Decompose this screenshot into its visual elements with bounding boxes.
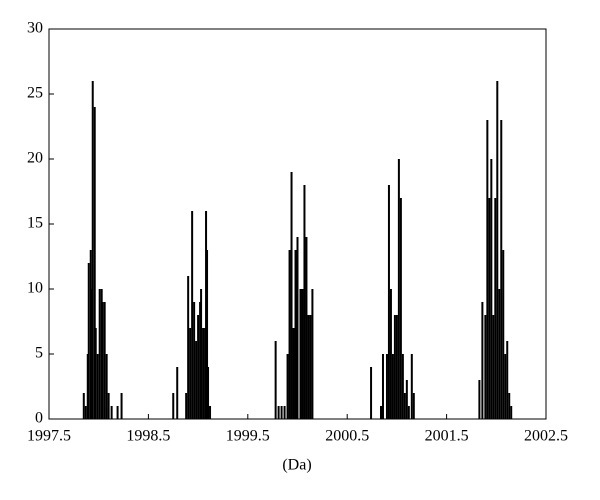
y-tick-label: 30 (27, 20, 43, 37)
bar (283, 406, 286, 419)
bar (176, 367, 179, 419)
bar (403, 393, 406, 419)
bar (496, 81, 499, 419)
bar (311, 289, 314, 419)
y-tick-label: 0 (35, 410, 43, 427)
bar (405, 380, 408, 419)
bar (197, 315, 200, 419)
bar (307, 315, 310, 419)
bar (101, 302, 104, 419)
bar (191, 211, 194, 419)
bar (508, 393, 511, 419)
bar (385, 354, 388, 419)
bar (91, 81, 94, 419)
bar (202, 328, 205, 419)
bar (393, 315, 396, 419)
bar (494, 198, 497, 419)
bar (189, 328, 192, 419)
bar (82, 393, 85, 419)
y-tick-label: 10 (27, 280, 43, 297)
bar (391, 354, 394, 419)
bar (288, 250, 291, 419)
bar (387, 185, 390, 419)
y-tick-label: 25 (27, 85, 43, 102)
bar (303, 185, 306, 419)
bar (410, 354, 413, 419)
bar (96, 354, 99, 419)
bar (200, 289, 203, 419)
bar (301, 289, 304, 419)
bar (305, 237, 308, 419)
bar (399, 198, 402, 419)
bar (185, 393, 188, 419)
bar (120, 393, 123, 419)
bar (280, 406, 283, 419)
bar (93, 107, 96, 419)
bar (296, 237, 299, 419)
bar (510, 406, 513, 419)
bar (87, 263, 90, 419)
bar (412, 393, 415, 419)
bar (107, 393, 110, 419)
bar (395, 315, 398, 419)
x-tick-label: 2000.5 (325, 428, 369, 445)
bar (274, 341, 277, 419)
bar (84, 406, 87, 419)
bar (401, 354, 404, 419)
x-axis-label: (Da) (282, 457, 311, 474)
bar (486, 120, 489, 419)
x-tick-label: 1997.5 (27, 428, 71, 445)
bar (103, 302, 106, 419)
bar (110, 406, 113, 419)
bar (504, 354, 507, 419)
bar (309, 315, 312, 419)
x-tick-label: 1998.5 (126, 428, 170, 445)
bar (98, 289, 101, 419)
bar (488, 198, 491, 419)
bar (389, 289, 392, 419)
bar (484, 315, 487, 419)
bar (277, 406, 280, 419)
y-tick-label: 15 (27, 215, 43, 232)
bar (94, 328, 97, 419)
bar (478, 380, 481, 419)
bar (502, 250, 505, 419)
bar (172, 393, 175, 419)
bar (490, 159, 493, 419)
bar (207, 367, 210, 419)
bar (381, 354, 384, 419)
bar (209, 406, 212, 419)
bar (498, 289, 501, 419)
bar (294, 250, 297, 419)
x-tick-label: 2001.5 (425, 428, 469, 445)
bar (370, 367, 373, 419)
bar (105, 354, 108, 419)
bar (500, 120, 503, 419)
bar (299, 289, 302, 419)
y-tick-label: 5 (35, 345, 43, 362)
bar (397, 159, 400, 419)
bar (379, 406, 382, 419)
bar (195, 341, 198, 419)
bar (187, 276, 190, 419)
bar (292, 328, 295, 419)
bar (116, 406, 119, 419)
x-tick-label: 1999.5 (226, 428, 270, 445)
bar (407, 406, 410, 419)
bar (286, 354, 289, 419)
bar (481, 302, 484, 419)
bar (206, 250, 209, 419)
x-tick-label: 2002.5 (524, 428, 568, 445)
bar (492, 315, 495, 419)
bar (290, 172, 293, 419)
bar (193, 302, 196, 419)
y-tick-label: 20 (27, 150, 43, 167)
bar (506, 341, 509, 419)
